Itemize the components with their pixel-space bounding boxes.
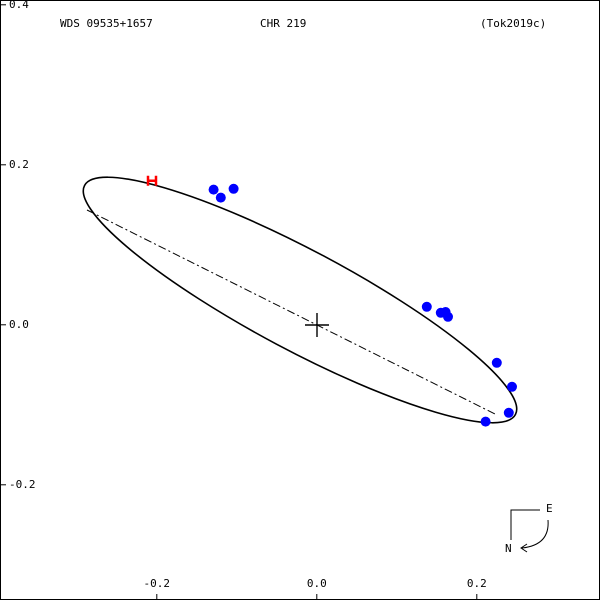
compass	[510, 509, 540, 540]
compass-e: E	[546, 502, 553, 515]
orbit	[82, 176, 518, 424]
x-tick-label: 0.2	[467, 577, 487, 590]
x-tick-label: -0.2	[144, 577, 171, 590]
compass-arrow	[521, 519, 549, 549]
y-tick-label: 0.0	[9, 318, 29, 331]
x-tick-label: 0.0	[307, 577, 327, 590]
measure-point	[228, 183, 239, 194]
measure-point	[443, 311, 453, 322]
measure-point	[503, 407, 514, 418]
y-tick-label: -0.2	[9, 478, 36, 491]
measure-point	[208, 184, 219, 195]
name-label: CHR 219	[260, 17, 306, 30]
measure-point	[146, 175, 158, 186]
compass-n: N	[505, 542, 512, 555]
measure-point	[507, 381, 517, 392]
measure-point	[215, 192, 226, 203]
wds-label: WDS 09535+1657	[60, 17, 153, 30]
y-tick-label: 0.2	[9, 158, 29, 171]
measure-point	[421, 301, 432, 312]
compass-arrow	[520, 543, 528, 553]
line-of-nodes	[86, 209, 498, 416]
reference-label: (Tok2019c)	[480, 17, 546, 30]
measure-point	[491, 357, 502, 368]
measure-point	[480, 416, 491, 427]
y-tick-label: 0.4	[9, 0, 29, 11]
